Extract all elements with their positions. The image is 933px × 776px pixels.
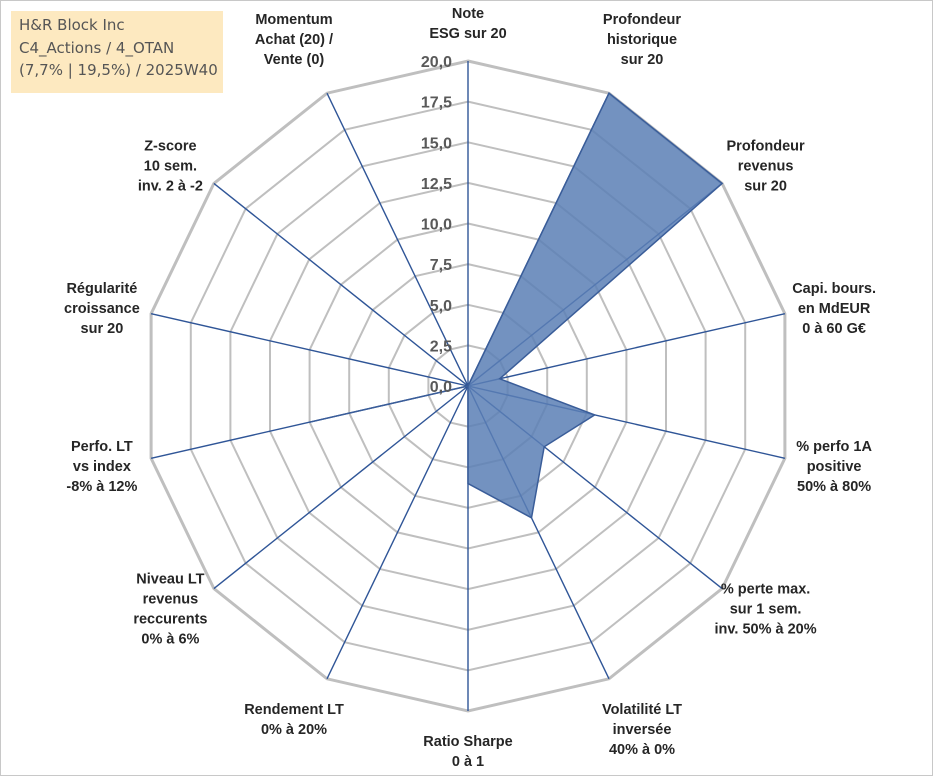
axis-label: % perfo 1A positive 50% à 80% bbox=[796, 439, 872, 495]
axis-label-2: Profondeur revenus sur 20 bbox=[727, 139, 805, 195]
axis-label-6: Volatilité LT inversée 40% à 0% bbox=[602, 702, 682, 758]
axis-labels: Note ESG sur 20 Profondeur historique sur 20… bbox=[64, 6, 876, 770]
axis-label: Z-score 10 sem. inv. 2 à -2 bbox=[138, 139, 203, 195]
axis-label: Rendement LT 0% à 20% bbox=[244, 702, 344, 738]
stock-name: H&R Block Inc bbox=[19, 16, 125, 34]
axis-label-11: Régularité croissance sur 20 bbox=[64, 281, 140, 337]
axis-label: Note ESG sur 20 bbox=[429, 6, 506, 42]
axis-label-5: % perte max. sur 1 sem. inv. 50% à 20% bbox=[715, 581, 817, 637]
axis-label: % perte max. sur 1 sem. inv. 50% à 20% bbox=[715, 581, 817, 637]
tick-label: 15,0 bbox=[421, 135, 452, 152]
tick-label: 7,5 bbox=[430, 257, 452, 274]
axis-spoke bbox=[213, 182, 469, 387]
series-area bbox=[309, 92, 724, 519]
axis-label-0: Note ESG sur 20 bbox=[429, 6, 506, 42]
tick-label: 12,5 bbox=[421, 176, 452, 193]
tick-label: 2,5 bbox=[430, 338, 452, 355]
axis-label: Régularité croissance sur 20 bbox=[64, 281, 140, 337]
tick-label: 17,5 bbox=[421, 95, 452, 112]
axis-label: Profondeur historique sur 20 bbox=[603, 12, 681, 68]
radial-tick-labels: 0,0 2,5 5,0 7,5 10,0 12,5 15,0 17,5 20,0 bbox=[421, 54, 452, 396]
axis-label-8: Rendement LT 0% à 20% bbox=[244, 702, 344, 738]
tick-label: 20,0 bbox=[421, 54, 452, 71]
tick-label: 5,0 bbox=[430, 298, 452, 315]
tick-label: 0,0 bbox=[430, 379, 452, 396]
axis-label: Niveau LT revenus reccurents 0% à 6% bbox=[133, 571, 207, 647]
axis-label-9: Niveau LT revenus reccurents 0% à 6% bbox=[133, 571, 207, 647]
axis-label-7: Ratio Sharpe 0 à 1 bbox=[423, 734, 512, 770]
axis-label-12: Z-score 10 sem. inv. 2 à -2 bbox=[138, 139, 203, 195]
radar-series bbox=[309, 92, 724, 519]
axis-label: Profondeur revenus sur 20 bbox=[727, 139, 805, 195]
axis-label: Momentum Achat (20) / Vente (0) bbox=[255, 12, 333, 68]
info-box: H&R Block Inc C4_Actions / 4_OTAN (7,7% … bbox=[11, 11, 223, 93]
axis-spoke bbox=[150, 313, 469, 387]
axis-label: Capi. bours. en MdEUR 0 à 60 G€ bbox=[792, 281, 876, 337]
period-label: (7,7% | 19,5%) / 2025W40 bbox=[19, 61, 218, 79]
axis-label: Volatilité LT inversée 40% à 0% bbox=[602, 702, 682, 758]
axis-spoke bbox=[467, 313, 786, 387]
axis-label-1: Profondeur historique sur 20 bbox=[603, 12, 681, 68]
axis-label-13: Momentum Achat (20) / Vente (0) bbox=[255, 12, 333, 68]
axis-label: Perfo. LT vs index -8% à 12% bbox=[66, 439, 137, 495]
axis-label-3: Capi. bours. en MdEUR 0 à 60 G€ bbox=[792, 281, 876, 337]
axis-label-10: Perfo. LT vs index -8% à 12% bbox=[66, 439, 137, 495]
tick-label: 10,0 bbox=[421, 217, 452, 234]
axis-spoke bbox=[326, 92, 469, 387]
portfolio-label: C4_Actions / 4_OTAN bbox=[19, 38, 175, 57]
axis-label-4: % perfo 1A positive 50% à 80% bbox=[796, 439, 872, 495]
axis-spoke bbox=[326, 385, 469, 680]
axis-label: Ratio Sharpe 0 à 1 bbox=[423, 734, 512, 770]
axis-spoke bbox=[213, 385, 469, 590]
